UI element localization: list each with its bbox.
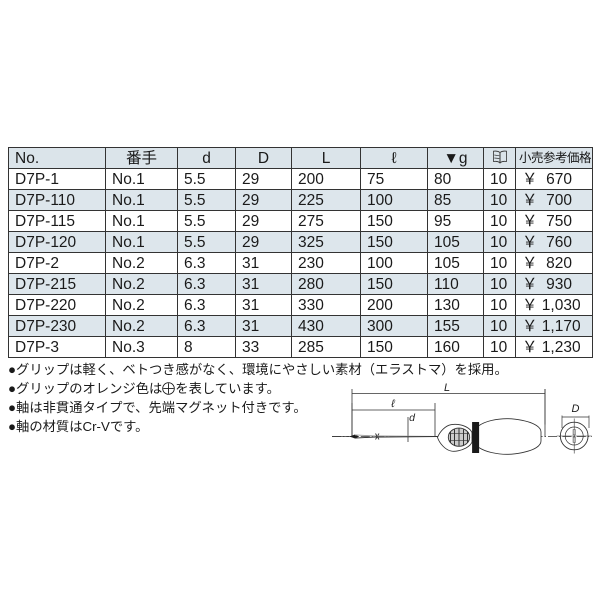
svg-text:d: d [409,412,416,424]
svg-text:L: L [444,382,450,394]
svg-text:ℓ: ℓ [390,398,395,410]
svg-text:D: D [572,403,580,415]
